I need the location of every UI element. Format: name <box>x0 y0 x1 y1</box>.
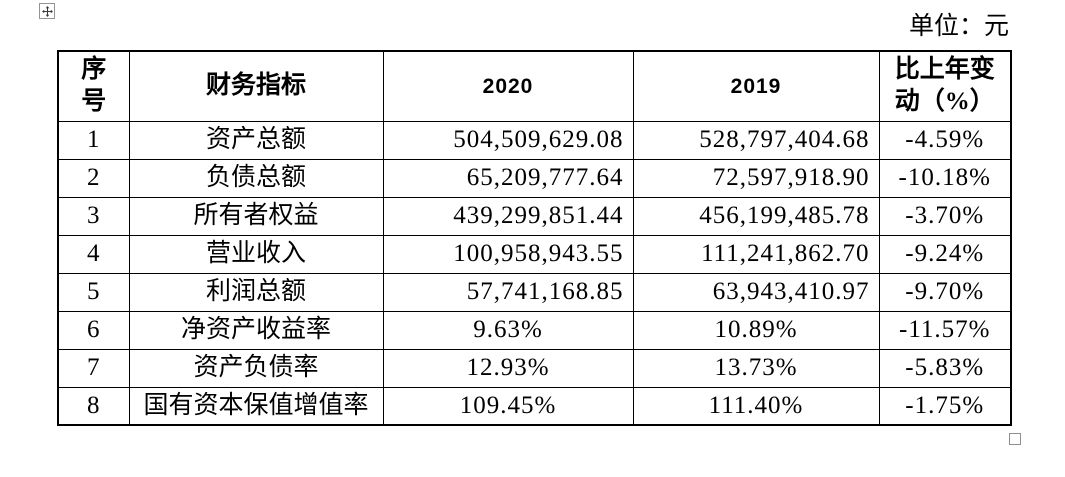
cell-no[interactable]: 1 <box>57 120 130 160</box>
cell-no[interactable]: 7 <box>57 348 130 388</box>
cell-change[interactable]: -1.75% <box>878 386 1012 426</box>
cell-no[interactable]: 8 <box>57 386 130 426</box>
cell-2019[interactable]: 63,943,410.97 <box>632 272 880 312</box>
table-move-handle[interactable] <box>39 3 55 19</box>
cell-2020[interactable]: 9.63% <box>382 310 634 350</box>
table-row: 5 利润总额 57,741,168.85 63,943,410.97 -9.70… <box>57 272 1012 312</box>
unit-label[interactable]: 单位：元 <box>908 13 1009 40</box>
cell-change[interactable]: -3.70% <box>878 196 1012 236</box>
cell-no[interactable]: 5 <box>57 272 130 312</box>
col-header-2019[interactable]: 2019 <box>632 50 880 122</box>
cell-2019[interactable]: 72,597,918.90 <box>632 158 880 198</box>
cell-no[interactable]: 3 <box>57 196 130 236</box>
cell-2020[interactable]: 439,299,851.44 <box>382 196 634 236</box>
cell-indicator[interactable]: 所有者权益 <box>128 196 384 236</box>
financial-indicators-table: 序号 财务指标 2020 2019 比上年变动（%） 1 资产总额 504,50… <box>57 50 1012 426</box>
table-resize-handle[interactable] <box>1009 433 1021 445</box>
cell-2020[interactable]: 504,509,629.08 <box>382 120 634 160</box>
cell-2020[interactable]: 12.93% <box>382 348 634 388</box>
col-header-no[interactable]: 序号 <box>57 50 130 122</box>
table-row: 8 国有资本保值增值率 109.45% 111.40% -1.75% <box>57 386 1012 426</box>
cell-2019[interactable]: 10.89% <box>632 310 880 350</box>
table-row: 7 资产负债率 12.93% 13.73% -5.83% <box>57 348 1012 388</box>
table-row: 6 净资产收益率 9.63% 10.89% -11.57% <box>57 310 1012 350</box>
cell-no[interactable]: 4 <box>57 234 130 274</box>
col-header-indicator[interactable]: 财务指标 <box>128 50 384 122</box>
cell-indicator[interactable]: 负债总额 <box>128 158 384 198</box>
cell-change[interactable]: -9.24% <box>878 234 1012 274</box>
cell-indicator[interactable]: 利润总额 <box>128 272 384 312</box>
cell-2020[interactable]: 57,741,168.85 <box>382 272 634 312</box>
cell-indicator[interactable]: 净资产收益率 <box>128 310 384 350</box>
table-row: 1 资产总额 504,509,629.08 528,797,404.68 -4.… <box>57 120 1012 160</box>
cell-no[interactable]: 6 <box>57 310 130 350</box>
cell-2019[interactable]: 111.40% <box>632 386 880 426</box>
cell-indicator[interactable]: 资产总额 <box>128 120 384 160</box>
table-row: 4 营业收入 100,958,943.55 111,241,862.70 -9.… <box>57 234 1012 274</box>
cell-2020[interactable]: 65,209,777.64 <box>382 158 634 198</box>
cell-indicator[interactable]: 营业收入 <box>128 234 384 274</box>
cell-2020[interactable]: 109.45% <box>382 386 634 426</box>
cell-2020[interactable]: 100,958,943.55 <box>382 234 634 274</box>
header-row: 序号 财务指标 2020 2019 比上年变动（%） <box>57 50 1012 122</box>
cell-no[interactable]: 2 <box>57 158 130 198</box>
cell-2019[interactable]: 111,241,862.70 <box>632 234 880 274</box>
cell-change[interactable]: -4.59% <box>878 120 1012 160</box>
cell-2019[interactable]: 456,199,485.78 <box>632 196 880 236</box>
cell-change[interactable]: -10.18% <box>878 158 1012 198</box>
cell-change[interactable]: -5.83% <box>878 348 1012 388</box>
col-header-change[interactable]: 比上年变动（%） <box>878 50 1012 122</box>
cell-indicator[interactable]: 国有资本保值增值率 <box>128 386 384 426</box>
cell-change[interactable]: -11.57% <box>878 310 1012 350</box>
cell-indicator[interactable]: 资产负债率 <box>128 348 384 388</box>
move-arrows-icon <box>41 5 53 17</box>
table-row: 3 所有者权益 439,299,851.44 456,199,485.78 -3… <box>57 196 1012 236</box>
table-row: 2 负债总额 65,209,777.64 72,597,918.90 -10.1… <box>57 158 1012 198</box>
col-header-2020[interactable]: 2020 <box>382 50 634 122</box>
cell-2019[interactable]: 528,797,404.68 <box>632 120 880 160</box>
cell-2019[interactable]: 13.73% <box>632 348 880 388</box>
cell-change[interactable]: -9.70% <box>878 272 1012 312</box>
